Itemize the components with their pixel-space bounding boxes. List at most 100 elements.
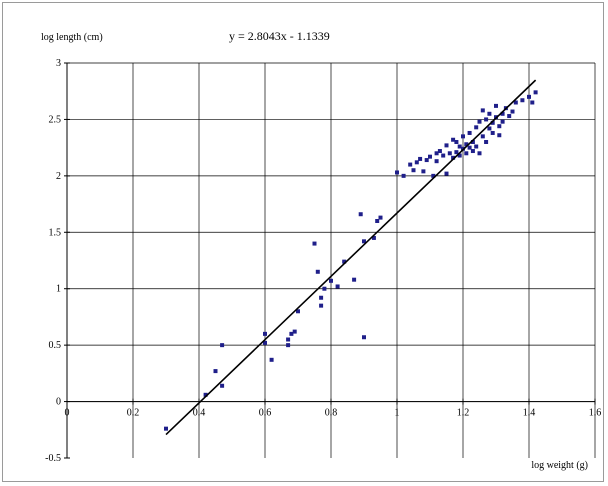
data-point [164,426,168,431]
data-point [464,151,469,156]
x-tick-label: 0.2 [127,408,140,419]
data-point [292,329,297,334]
data-point [510,109,515,114]
data-point [470,149,475,154]
data-point [220,343,225,348]
data-point [418,156,423,161]
data-point [315,269,320,274]
x-axis-title: log weight (g) [531,460,588,471]
data-point [414,160,419,165]
data-point [362,335,366,340]
data-point [375,219,380,223]
data-point [520,98,525,103]
data-point [378,215,383,220]
data-point [447,151,452,156]
data-point [408,162,413,167]
data-point [322,286,327,291]
data-point [467,145,472,150]
data-point [431,173,436,178]
data-point [487,126,492,131]
data-point [477,151,482,156]
data-point [335,284,340,289]
data-point [352,277,357,282]
scatter-chart: log length (cm) y = 2.8043x - 1.1339 log… [41,29,602,471]
x-tick-label: 1.6 [589,408,602,419]
x-tick-label: 0 [65,408,70,419]
y-tick-label: -0.5 [45,453,61,464]
data-point [428,154,432,159]
data-point [454,140,459,144]
trendline [165,79,537,436]
data-point [497,124,502,129]
data-point [507,114,512,119]
data-point [487,111,492,116]
data-point [480,134,485,139]
data-point [342,259,347,264]
data-point [474,125,479,130]
data-point [500,119,505,124]
trendline-group [165,79,537,436]
data-point [461,134,465,139]
data-point [371,235,376,240]
data-point [362,239,366,244]
x-tick-label: 1.2 [457,408,470,419]
data-point [358,212,363,217]
data-point [454,150,459,155]
y-tick-label: 2 [56,171,61,182]
data-point [490,130,495,135]
data-point [477,119,482,124]
data-point [286,343,291,348]
data-point [401,173,406,178]
data-point [513,100,518,105]
data-point [457,153,462,158]
data-point [494,103,498,108]
x-tick-label: 0.6 [259,408,272,419]
data-point [451,155,456,160]
trendline-equation: y = 2.8043x - 1.1339 [229,29,330,43]
data-point [444,143,449,148]
y-tick-label: 1.5 [49,227,62,238]
grid-lines [67,62,596,458]
y-tick-label: 0.5 [49,340,62,351]
data-point [464,142,469,147]
data-point [497,133,502,138]
data-point [395,170,399,175]
data-point [500,111,505,116]
y-tick-label: 3 [56,58,61,69]
data-point [474,144,479,149]
data-point [220,383,225,388]
data-point [421,169,426,174]
y-axis-title: log length (cm) [41,32,103,43]
data-point [490,120,495,125]
data-point [530,100,535,105]
data-point [289,331,294,336]
data-points [164,90,538,431]
data-point [527,94,531,99]
data-point [444,171,449,176]
data-point [263,340,267,345]
data-point [437,149,442,154]
y-tick-label: 0 [56,397,61,408]
data-point [457,144,462,149]
x-tick-label: 1.4 [523,408,536,419]
data-point [286,337,291,342]
data-point [329,278,333,283]
data-point [484,117,489,122]
axes [64,62,596,459]
data-point [434,159,439,164]
y-tick-label: 1 [56,284,61,295]
data-point [533,90,538,95]
data-point [470,140,475,144]
data-point [434,151,439,156]
y-tick-label: 2.5 [49,114,62,125]
data-point [467,130,472,135]
data-point [484,140,489,144]
x-tick-label: 1 [395,408,400,419]
data-point [424,158,429,163]
data-point [312,241,317,246]
data-point [451,137,456,142]
data-point [213,369,218,374]
chart-frame: log length (cm) y = 2.8043x - 1.1339 log… [2,2,604,482]
x-tick-label: 0.4 [193,408,206,419]
data-point [480,108,485,113]
